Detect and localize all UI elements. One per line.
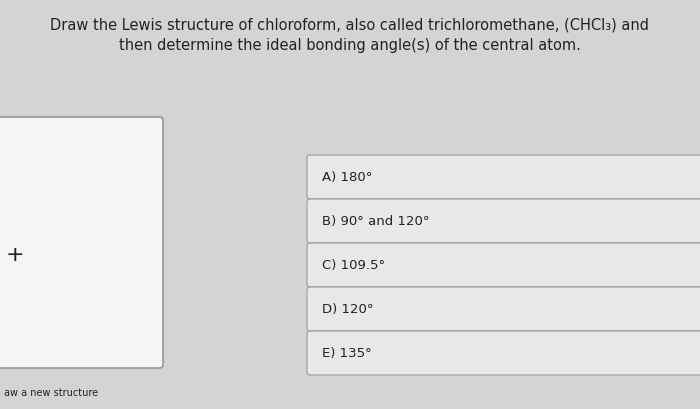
Text: +: +	[6, 245, 25, 265]
Text: D) 120°: D) 120°	[322, 303, 374, 315]
FancyBboxPatch shape	[307, 199, 700, 243]
Text: Draw the Lewis structure of chloroform, also called trichloromethane, (CHCl₃) an: Draw the Lewis structure of chloroform, …	[50, 18, 650, 33]
FancyBboxPatch shape	[307, 155, 700, 199]
Text: C) 109.5°: C) 109.5°	[322, 258, 385, 272]
FancyBboxPatch shape	[307, 331, 700, 375]
FancyBboxPatch shape	[0, 117, 163, 368]
Text: then determine the ideal bonding angle(s) of the central atom.: then determine the ideal bonding angle(s…	[119, 38, 581, 53]
FancyBboxPatch shape	[307, 287, 700, 331]
Text: A) 180°: A) 180°	[322, 171, 372, 184]
Text: aw a new structure: aw a new structure	[4, 388, 98, 398]
Text: E) 135°: E) 135°	[322, 346, 372, 360]
Text: B) 90° and 120°: B) 90° and 120°	[322, 214, 430, 227]
FancyBboxPatch shape	[307, 243, 700, 287]
